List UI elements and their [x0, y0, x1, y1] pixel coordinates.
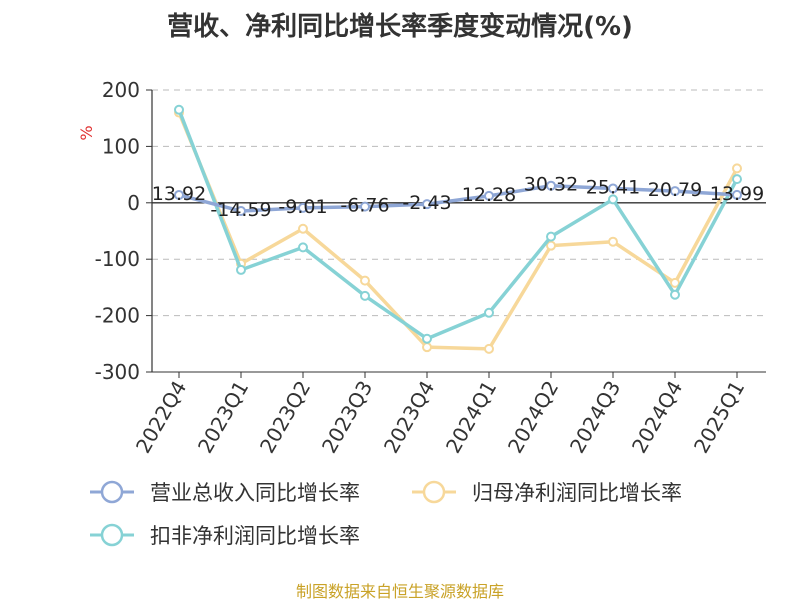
series-2-point	[484, 343, 494, 354]
x-tick-label: 2023Q2	[255, 377, 315, 458]
x-tick-label: 2022Q4	[131, 377, 191, 458]
series-1-point	[732, 189, 742, 200]
x-tick-label: 2025Q1	[689, 377, 749, 458]
series-2-point	[422, 342, 432, 353]
x-tick-label: 2024Q4	[627, 377, 687, 458]
series-3-point	[732, 174, 742, 185]
data-label: 20.79	[648, 179, 702, 201]
data-label: -2.43	[402, 192, 451, 214]
data-label: 25.41	[586, 176, 640, 198]
legend-label: 扣非净利润同比增长率	[150, 524, 360, 548]
series-1-point	[484, 190, 494, 201]
legend-label: 归母净利润同比增长率	[472, 481, 682, 505]
series-1-point	[546, 180, 556, 191]
y-tick-label: 200	[102, 78, 140, 102]
y-tick-label: -200	[95, 304, 140, 328]
series-2-point	[360, 275, 370, 286]
data-label: -14.59	[210, 199, 271, 221]
x-tick-label: 2024Q2	[503, 377, 563, 458]
series-3-point	[670, 289, 680, 300]
series-2-point	[670, 277, 680, 288]
data-label: -9.01	[278, 196, 327, 218]
series-lines	[174, 104, 742, 354]
series-3-point	[484, 307, 494, 318]
data-labels: 13.92-14.59 -9.01 -6.76 -2.43 12.28 30.32 25.4…	[152, 174, 764, 221]
series-1-point	[608, 183, 618, 194]
series-line-3	[177, 109, 739, 341]
data-label: 13.99	[710, 183, 764, 205]
series-2-point	[298, 223, 308, 234]
legend-item-2[interactable]: 归母净利润同比增长率	[412, 480, 682, 505]
series-1-point	[422, 199, 432, 210]
legend-marker	[422, 480, 446, 504]
x-tick-label: 2024Q1	[441, 377, 501, 458]
series-1-point	[298, 202, 308, 213]
series-1-point	[174, 189, 184, 200]
legend-item-3[interactable]: 扣非净利润同比增长率	[90, 523, 360, 548]
x-tick-label: 2023Q4	[379, 377, 439, 458]
source-note: 制图数据来自恒生聚源数据库	[295, 582, 504, 601]
chart-title: 营收、净利同比增长率季度变动情况(%)	[167, 12, 633, 42]
series-line-1	[178, 183, 738, 213]
series-3-point	[546, 231, 556, 242]
y-tick-label: 100	[102, 134, 140, 158]
x-tick-label: 2024Q3	[565, 377, 625, 458]
legend-marker	[100, 523, 124, 547]
series-line-2	[177, 111, 739, 351]
y-axis-label: %	[77, 125, 96, 140]
y-tick-label: -100	[95, 247, 140, 271]
legend-label: 营业总收入同比增长率	[150, 481, 360, 505]
series-3-point	[608, 194, 618, 205]
grid-lines	[152, 89, 766, 373]
x-tick-label: 2023Q1	[193, 377, 253, 458]
legend-item-1[interactable]: 营业总收入同比增长率	[90, 480, 360, 505]
series-3-point	[360, 290, 370, 301]
x-tick-label: 2023Q3	[317, 377, 377, 458]
series-3-point	[174, 104, 184, 115]
y-tick-label: 0	[127, 191, 140, 215]
y-tick-label: -300	[95, 360, 140, 384]
series-3-point	[236, 264, 246, 275]
series-1-point	[236, 206, 246, 217]
series-2-point	[608, 236, 618, 247]
series-1-point	[670, 186, 680, 197]
data-label: -6.76	[340, 195, 389, 217]
legend-marker	[100, 480, 124, 504]
series-3-point	[298, 242, 308, 253]
data-label: 12.28	[462, 184, 516, 206]
series-2-point	[732, 163, 742, 174]
series-1-point	[360, 201, 370, 212]
series-2-point	[546, 240, 556, 251]
series-3-point	[422, 333, 432, 344]
data-label: 30.32	[524, 174, 578, 196]
data-label: 13.92	[152, 183, 206, 205]
